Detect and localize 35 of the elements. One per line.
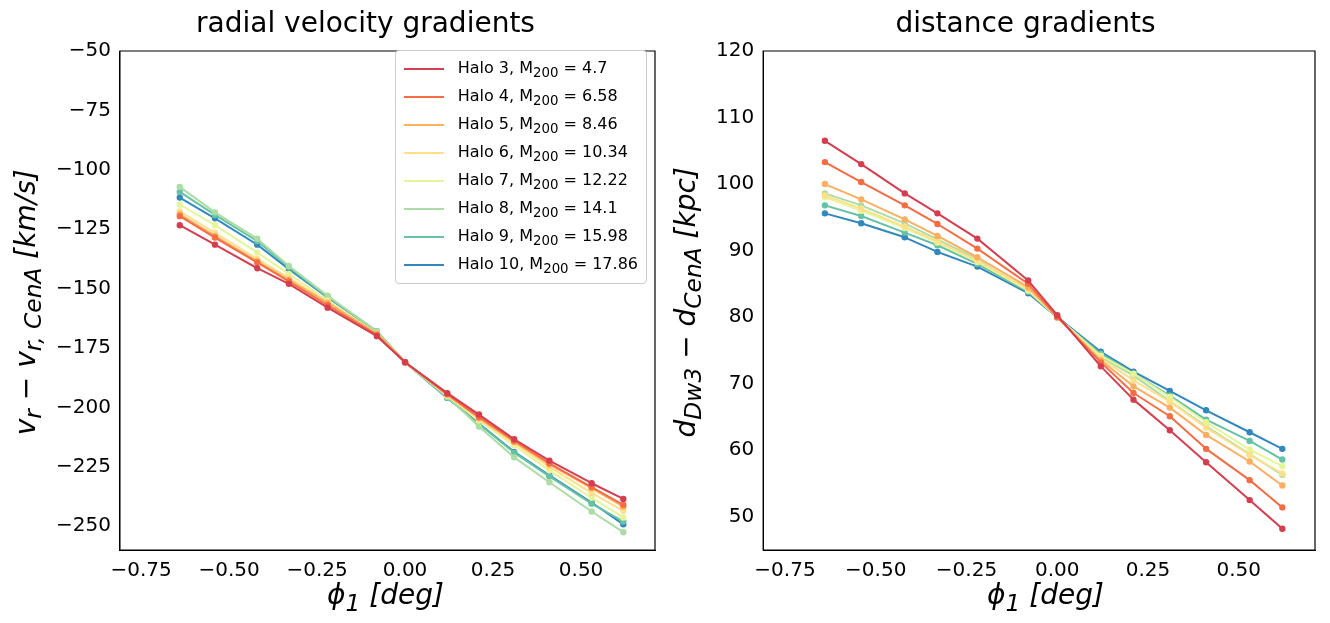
x-tick-label: −0.75: [110, 557, 172, 582]
y-tick-label: 90: [728, 236, 755, 261]
y-tick-label: 100: [715, 170, 755, 195]
y-tick-label: −50: [68, 37, 111, 62]
legend-label: Halo 8, M$_{200}$ = 14.1: [457, 197, 618, 221]
y-tick-label: 60: [728, 436, 755, 461]
legend-label: Halo 4, M$_{200}$ = 6.58: [457, 85, 618, 109]
y-tick-label: 70: [728, 369, 755, 394]
x-tick-label: −0.75: [754, 557, 816, 582]
y-tick-label: 120: [715, 37, 755, 62]
y-tick-label: 50: [728, 502, 755, 527]
y-tick-label: −125: [55, 215, 111, 240]
x-tick-label: −0.50: [845, 557, 907, 582]
x-tick-label: 0.50: [1216, 557, 1262, 582]
chart-title: distance gradients: [894, 6, 1157, 39]
y-tick-label: −225: [55, 453, 111, 478]
chart-title: radial velocity gradients: [195, 6, 536, 39]
legend-label: Halo 5, M$_{200}$ = 8.46: [457, 113, 618, 137]
x-tick-label: 0.50: [558, 557, 604, 582]
y-tick-label: 80: [728, 303, 755, 328]
y-tick-label: −175: [55, 334, 111, 359]
x-tick-label: 0.25: [470, 557, 516, 582]
x-tick-label: 0.25: [1125, 557, 1171, 582]
legend-label: Halo 6, M$_{200}$ = 10.34: [457, 141, 628, 165]
y-tick-label: −200: [55, 393, 111, 418]
y-tick-label: −250: [55, 512, 111, 537]
legend-label: Halo 9, M$_{200}$ = 15.98: [457, 225, 628, 249]
legend-label: Halo 7, M$_{200}$ = 12.22: [457, 169, 628, 193]
y-tick-label: −100: [55, 156, 111, 181]
x-tick-label: −0.50: [198, 557, 260, 582]
legend-label: Halo 10, M$_{200}$ = 17.86: [457, 253, 638, 277]
legend-label: Halo 3, M$_{200}$ = 4.7: [457, 57, 608, 81]
y-tick-label: 110: [715, 103, 755, 128]
y-tick-label: −75: [68, 96, 111, 121]
y-tick-label: −150: [55, 274, 111, 299]
